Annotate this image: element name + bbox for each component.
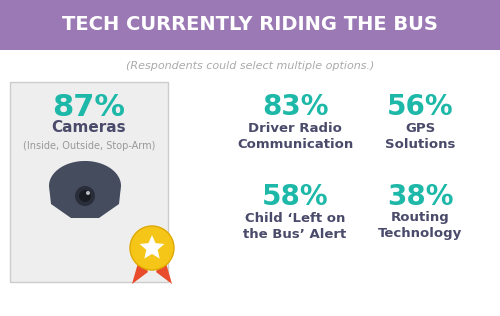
Text: Technology: Technology xyxy=(378,228,462,240)
Text: Child ‘Left on: Child ‘Left on xyxy=(245,211,345,224)
Text: Cameras: Cameras xyxy=(52,120,127,136)
Circle shape xyxy=(130,226,174,270)
Text: Solutions: Solutions xyxy=(385,137,455,150)
Polygon shape xyxy=(49,161,121,186)
Text: GPS: GPS xyxy=(405,121,435,135)
Text: Communication: Communication xyxy=(237,137,353,150)
FancyBboxPatch shape xyxy=(10,82,168,282)
Text: (Respondents could select multiple options.): (Respondents could select multiple optio… xyxy=(126,61,374,71)
FancyBboxPatch shape xyxy=(0,0,500,50)
Polygon shape xyxy=(132,256,148,284)
Text: TECH CURRENTLY RIDING THE BUS: TECH CURRENTLY RIDING THE BUS xyxy=(62,15,438,34)
Text: 38%: 38% xyxy=(387,183,453,211)
Ellipse shape xyxy=(49,161,121,211)
Text: 83%: 83% xyxy=(262,93,328,121)
Text: Driver Radio: Driver Radio xyxy=(248,121,342,135)
Text: 58%: 58% xyxy=(262,183,328,211)
Circle shape xyxy=(86,191,90,195)
Text: 87%: 87% xyxy=(52,93,126,121)
Text: 56%: 56% xyxy=(386,93,454,121)
Circle shape xyxy=(79,190,91,202)
Text: (Inside, Outside, Stop-Arm): (Inside, Outside, Stop-Arm) xyxy=(23,141,155,151)
Text: Routing: Routing xyxy=(390,211,450,224)
Polygon shape xyxy=(140,235,164,258)
Polygon shape xyxy=(49,186,121,218)
Polygon shape xyxy=(156,256,172,284)
Circle shape xyxy=(75,186,95,206)
Text: the Bus’ Alert: the Bus’ Alert xyxy=(244,228,346,240)
